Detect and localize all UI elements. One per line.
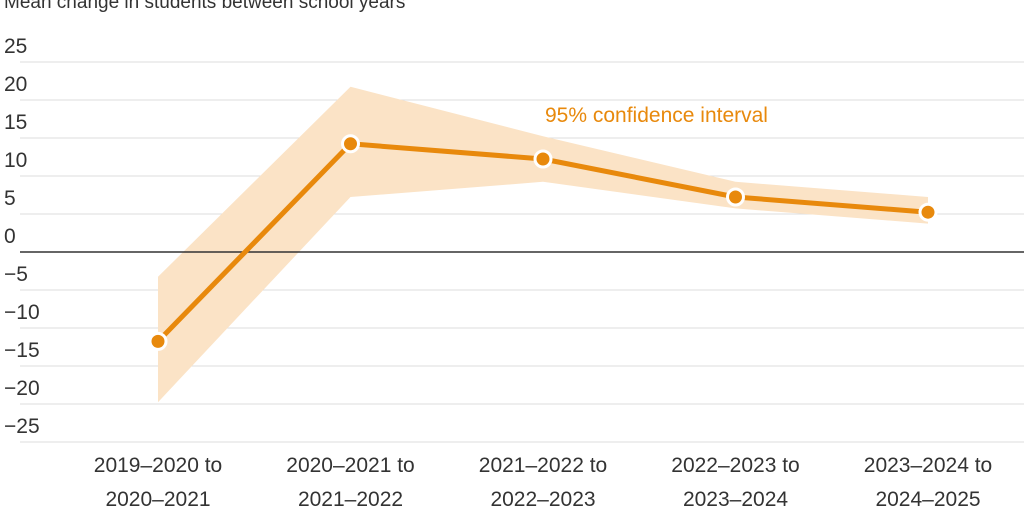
- y-tick-label: 15: [4, 111, 27, 134]
- x-tick-label: 2022–2023: [490, 488, 595, 511]
- y-tick-label: 20: [4, 73, 27, 96]
- x-tick-label: 2020–2021: [105, 488, 210, 511]
- x-tick-label: 2022–2023 to: [671, 454, 799, 477]
- data-point: [341, 134, 360, 154]
- x-tick-label: 2019–2020 to: [94, 454, 222, 477]
- y-tick-label: 0: [4, 225, 16, 248]
- y-tick-label: −20: [4, 377, 40, 400]
- x-tick-label: 2021–2022: [298, 488, 403, 511]
- y-tick-labels: 25 20 15 10 5 0 −5 −10 −15 −20 −25: [4, 35, 40, 438]
- y-tick-label: 5: [4, 187, 16, 210]
- x-tick-label: 2020–2021 to: [286, 454, 414, 477]
- x-tick-label: 2021–2022 to: [479, 454, 607, 477]
- confidence-band: [158, 86, 928, 403]
- y-tick-label: −15: [4, 339, 40, 362]
- y-tick-label: −10: [4, 301, 40, 324]
- data-point: [533, 149, 553, 169]
- y-tick-label: −5: [4, 263, 28, 286]
- data-point: [148, 331, 168, 351]
- confidence-interval-annotation: 95% confidence interval: [545, 104, 768, 127]
- data-points: [148, 134, 938, 351]
- x-tick-label: 2024–2025: [875, 488, 980, 511]
- y-tick-label: −25: [4, 415, 40, 438]
- x-tick-label: 2023–2024: [683, 488, 788, 511]
- y-axis-title: Mean change in students between school y…: [4, 0, 405, 13]
- x-tick-labels: 2019–2020 to 2020–2021 2020–2021 to 2021–20…: [94, 454, 992, 511]
- data-point: [918, 202, 938, 222]
- data-point: [726, 187, 745, 207]
- x-tick-label: 2023–2024 to: [864, 454, 992, 477]
- y-tick-label: 25: [4, 35, 27, 58]
- y-tick-label: 10: [4, 149, 27, 172]
